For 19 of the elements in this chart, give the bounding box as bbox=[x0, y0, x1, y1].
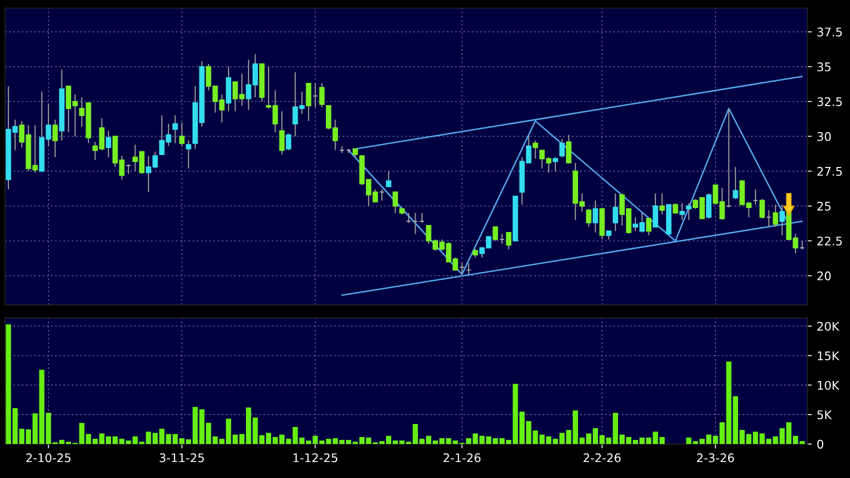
x-tick-label: 3-11-25 bbox=[160, 453, 204, 462]
y-tick-label: 22.5 bbox=[817, 236, 842, 246]
y-tick-label: 15K bbox=[818, 351, 840, 360]
y-tick-label: 37.5 bbox=[817, 28, 842, 36]
y-tick-label: 5K bbox=[817, 410, 832, 420]
x-tick-label: 2-2-26 bbox=[584, 453, 621, 462]
x-tick-label: 1-12-25 bbox=[294, 453, 338, 462]
y-tick-label: 20K bbox=[817, 322, 840, 331]
y-tick-label: 32.5 bbox=[817, 97, 842, 106]
y-tick-label: 10K bbox=[818, 380, 840, 390]
y-tick-label: 27.5 bbox=[817, 166, 842, 176]
y-tick-label: 25 bbox=[817, 202, 831, 211]
y-tick-label: 35 bbox=[817, 62, 831, 72]
x-tick-label: 2-3-26 bbox=[697, 453, 734, 462]
y-tick-label: 30 bbox=[817, 132, 831, 141]
x-tick-label: 2-10-25 bbox=[26, 453, 70, 462]
y-tick-label: 0 bbox=[817, 440, 824, 449]
y-tick-label: 20 bbox=[817, 271, 831, 280]
x-tick-label: 2-1-26 bbox=[444, 453, 481, 462]
